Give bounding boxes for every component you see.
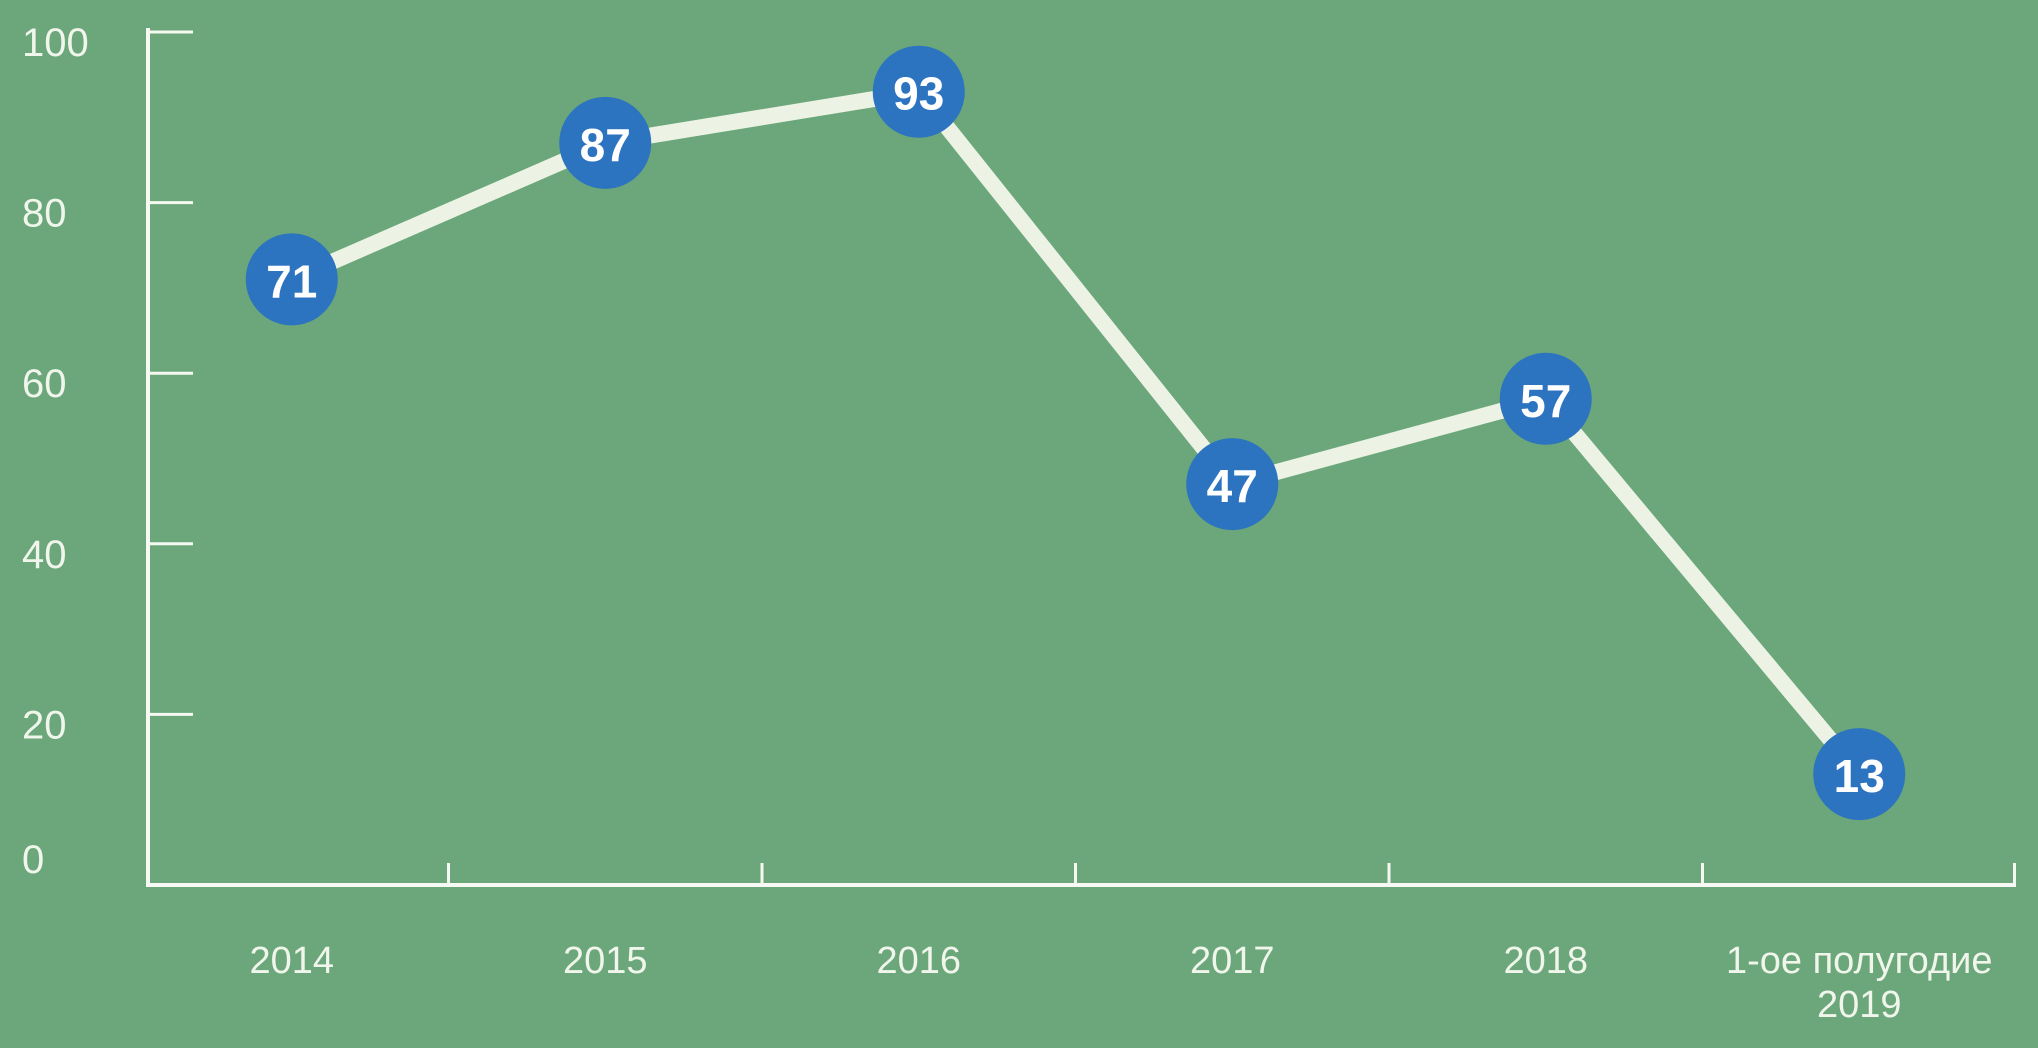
y-tick-label: 80 [22,192,67,236]
y-tick-label: 100 [22,21,89,65]
x-tick-label: 2016 [876,940,961,982]
data-point-marker [872,45,965,138]
data-point-marker [559,96,652,189]
x-tick-label: 1-ое полугодие [1726,940,1993,982]
y-tick-label: 40 [22,533,67,577]
x-tick-label: 2019 [1817,984,1902,1026]
y-tick-label: 0 [22,838,44,882]
data-point-marker [1186,438,1279,531]
data-point-value: 57 [1520,375,1571,427]
data-point-value: 93 [893,68,944,120]
data-line [283,83,1868,783]
data-point-marker [245,233,338,326]
x-tick-label: 2017 [1190,940,1275,982]
data-point-value: 87 [580,119,631,171]
x-tick-label: 2015 [563,940,648,982]
x-tick-label: 2018 [1503,940,1588,982]
y-tick-label: 60 [22,362,67,406]
x-tick-label: 2014 [249,940,334,982]
data-point-marker [1813,728,1906,821]
data-point-value: 47 [1207,460,1258,512]
y-tick-label: 20 [22,703,67,747]
data-point-value: 71 [266,255,317,307]
data-point-value: 13 [1834,750,1885,802]
data-point-marker [1499,352,1592,445]
